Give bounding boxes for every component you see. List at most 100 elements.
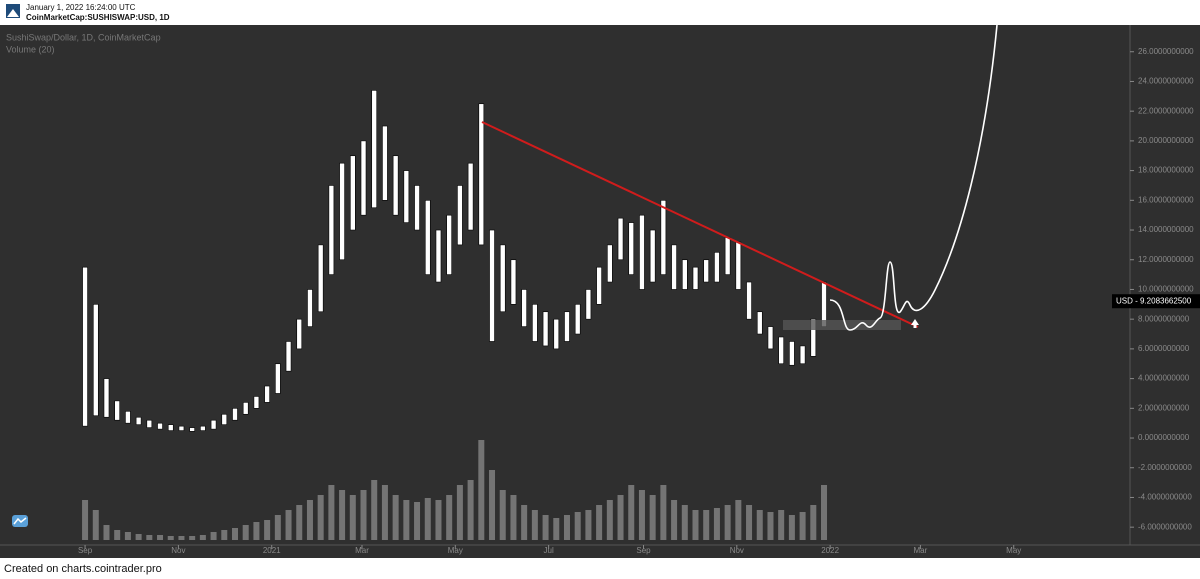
volume-bar bbox=[414, 502, 421, 540]
x-tick-label: 2022 bbox=[821, 546, 839, 555]
y-tick-label: 22.0000000000 bbox=[1138, 106, 1194, 115]
price-range-bar bbox=[328, 185, 335, 275]
price-range-bar bbox=[617, 217, 624, 261]
volume-bar bbox=[178, 536, 185, 540]
volume-bar bbox=[221, 530, 228, 540]
price-range-bar bbox=[574, 304, 581, 335]
price-range-bar bbox=[532, 304, 538, 342]
price-range-bar bbox=[660, 200, 667, 275]
price-range-bar bbox=[478, 103, 485, 246]
price-range-bar bbox=[585, 289, 592, 320]
volume-bar bbox=[253, 522, 260, 540]
volume-bar bbox=[585, 510, 592, 540]
drawings bbox=[481, 24, 998, 331]
y-tick-label: 10.0000000000 bbox=[1138, 285, 1194, 294]
volume-bar bbox=[671, 500, 678, 540]
price-range-bar bbox=[178, 425, 185, 431]
volume-bar bbox=[628, 485, 635, 540]
price-range-bar bbox=[671, 244, 677, 290]
volume-bar bbox=[703, 510, 710, 540]
plot: -6.0000000000 -4.0000000000 -2.0000000000 0… bbox=[78, 47, 1194, 555]
volume-bar bbox=[296, 505, 303, 540]
volume-bar bbox=[167, 536, 174, 540]
watermark-icon bbox=[12, 515, 28, 527]
volume-bar bbox=[199, 535, 206, 540]
price-range-bar bbox=[681, 259, 688, 290]
volume-bar bbox=[328, 485, 335, 540]
y-tick-label: 24.0000000000 bbox=[1138, 77, 1194, 86]
price-range-bar bbox=[382, 125, 388, 201]
volume-bar bbox=[424, 498, 431, 540]
header-symbol: CoinMarketCap:SUSHISWAP:USD, 1D bbox=[26, 13, 170, 22]
price-axis bbox=[1130, 25, 1200, 558]
price-range-bar bbox=[457, 185, 463, 246]
price-range-bar bbox=[435, 229, 442, 283]
price-range-bar bbox=[157, 422, 163, 430]
price-range-bar bbox=[499, 244, 506, 313]
volume-bar bbox=[467, 480, 474, 540]
price-range-bar bbox=[607, 244, 613, 283]
y-tick-label: 14.0000000000 bbox=[1138, 225, 1194, 234]
volume-bar bbox=[360, 490, 367, 540]
y-tick-label: 20.0000000000 bbox=[1138, 136, 1194, 145]
price-range-bar bbox=[189, 427, 195, 432]
price-range-bar bbox=[264, 385, 270, 403]
support-zone bbox=[783, 320, 901, 330]
price-range-bar bbox=[746, 281, 752, 320]
volume-bar bbox=[553, 518, 560, 540]
price-range-bar bbox=[467, 162, 474, 231]
volume-bar bbox=[157, 535, 164, 540]
volume-bar bbox=[606, 500, 613, 540]
price-range-bar bbox=[242, 402, 249, 415]
x-tick-label: 2021 bbox=[263, 546, 281, 555]
volume-bar bbox=[371, 480, 378, 540]
volume-bar bbox=[242, 525, 249, 540]
volume-bar bbox=[681, 505, 688, 540]
volume-bar bbox=[306, 500, 313, 540]
price-range-bar bbox=[210, 419, 217, 430]
price-range-bar bbox=[649, 229, 656, 283]
volume-bar bbox=[146, 535, 153, 540]
price-range-bar bbox=[125, 410, 131, 424]
trend-line bbox=[481, 121, 919, 328]
price-range-bar bbox=[414, 185, 420, 231]
price-range-bar bbox=[221, 413, 228, 425]
volume-bar bbox=[392, 495, 399, 540]
price-range-bar bbox=[810, 318, 817, 357]
price-range-bar bbox=[778, 336, 784, 365]
price-range-bar bbox=[724, 237, 731, 275]
price-range-bar bbox=[799, 345, 806, 365]
price-range-bar bbox=[339, 162, 345, 261]
price-range-bar bbox=[521, 289, 527, 327]
volume-bar bbox=[189, 536, 196, 540]
price-range-bar bbox=[510, 259, 517, 305]
y-tick-label: -6.0000000000 bbox=[1138, 522, 1192, 531]
price-range-bar bbox=[317, 244, 324, 313]
y-tick-label: 6.0000000000 bbox=[1138, 344, 1190, 353]
price-range-bar bbox=[392, 155, 399, 216]
price-range-bar bbox=[200, 425, 206, 431]
x-tick-label: Jul bbox=[544, 546, 554, 555]
projection-path bbox=[829, 24, 998, 331]
y-tick-label: 12.0000000000 bbox=[1138, 255, 1194, 264]
volume-bar bbox=[574, 512, 581, 540]
price-range-bar bbox=[82, 266, 88, 427]
volume-bar bbox=[435, 500, 442, 540]
volume-bar bbox=[114, 530, 121, 540]
volume-bar bbox=[510, 495, 517, 540]
y-tick-label: 0.0000000000 bbox=[1138, 433, 1190, 442]
x-tick-label: May bbox=[1006, 546, 1021, 555]
x-tick-label: Nov bbox=[171, 546, 185, 555]
price-range-bar bbox=[789, 341, 795, 366]
volume-bar bbox=[103, 525, 110, 540]
price-range-bar bbox=[371, 90, 378, 209]
price-range-bar bbox=[446, 214, 452, 275]
x-tick-label: Sep bbox=[636, 546, 651, 555]
price-range-bar bbox=[564, 311, 570, 342]
price-range-bar bbox=[692, 266, 699, 290]
price-range-bar bbox=[296, 318, 303, 350]
volume-bar bbox=[563, 515, 570, 540]
volume-bar bbox=[521, 505, 528, 540]
price-range-bar bbox=[307, 289, 313, 327]
